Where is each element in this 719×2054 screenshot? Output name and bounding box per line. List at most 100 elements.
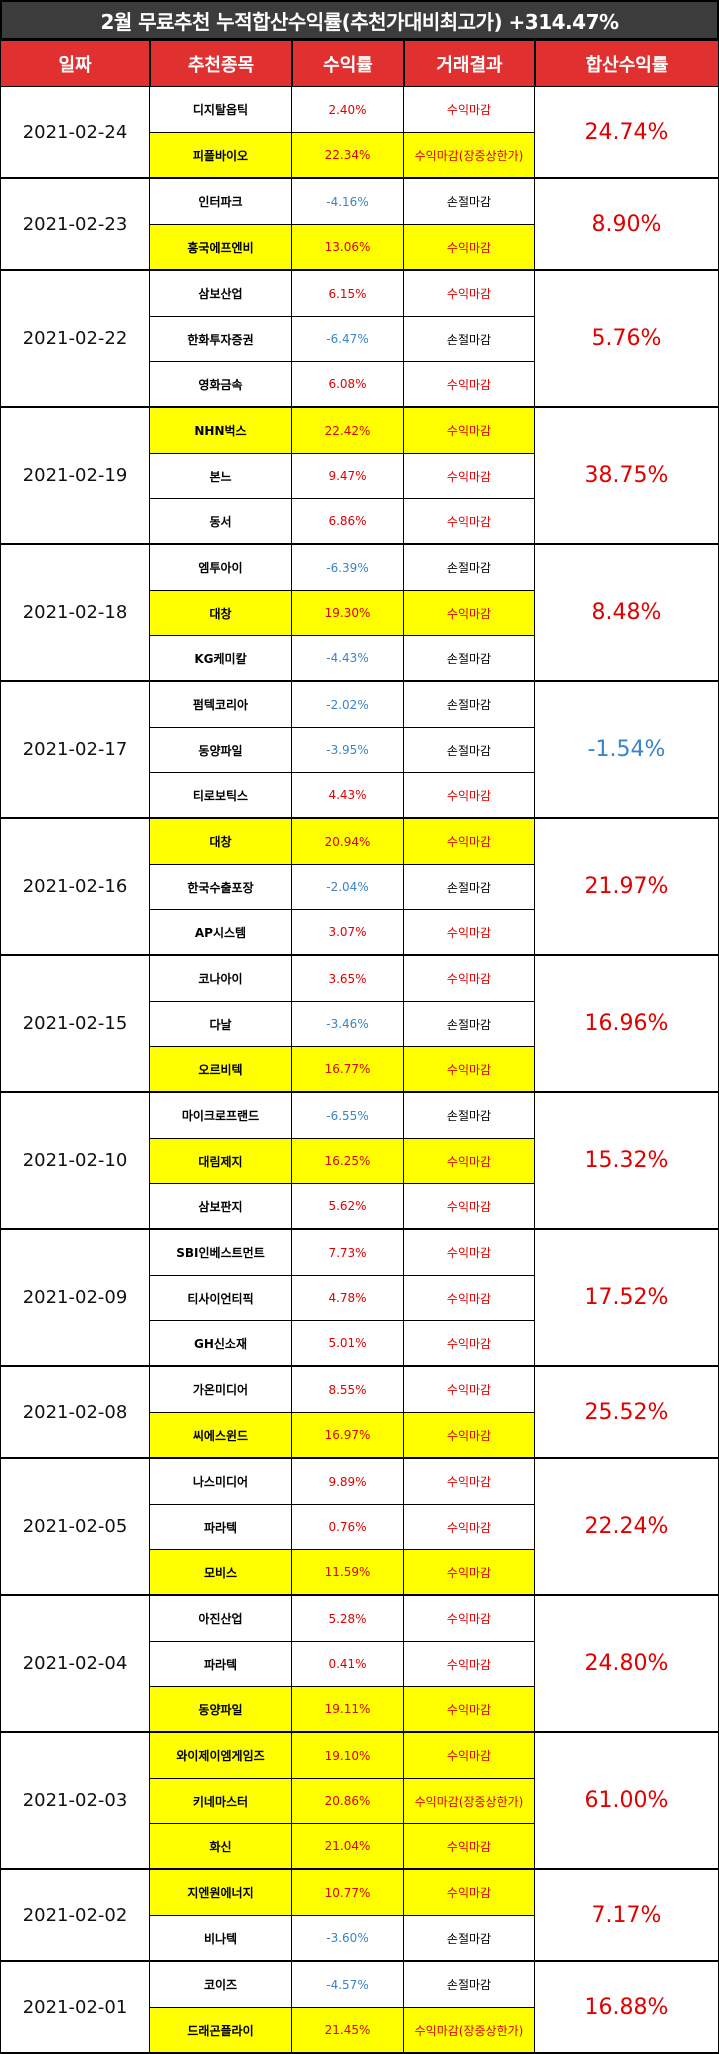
trade-result: 수익마감 — [404, 1870, 535, 1915]
table-body: 2021-02-24 디지탈옵틱 2.40% 수익마감 피플바이오 22.34% 수익마감(… — [0, 87, 719, 2054]
table-row: GH신소재 5.01% 수익마감 — [150, 1320, 535, 1365]
table-row: 동서 6.86% 수익마감 — [150, 498, 535, 543]
return-value: 8.55% — [292, 1367, 404, 1412]
group-date: 2021-02-24 — [0, 87, 150, 177]
stock-name: 와이제이엠게임즈 — [150, 1733, 292, 1778]
return-value: 20.94% — [292, 819, 404, 864]
table-row: 지엔원에너지 10.77% 수익마감 — [150, 1870, 535, 1915]
stock-name: 대림제지 — [150, 1139, 292, 1183]
return-value: 10.77% — [292, 1870, 404, 1915]
return-value: 20.86% — [292, 1779, 404, 1823]
trade-result: 수익마감 — [404, 271, 535, 316]
table-row: 다날 -3.46% 손절마감 — [150, 1001, 535, 1046]
return-value: 4.43% — [292, 773, 404, 817]
group-total-return: 25.52% — [535, 1367, 719, 1457]
trade-result: 수익마감 — [404, 1230, 535, 1275]
stock-name: 파라텍 — [150, 1642, 292, 1686]
trade-result: 수익마감 — [404, 1321, 535, 1365]
return-value: -3.60% — [292, 1916, 404, 1960]
table-row: 영화금속 6.08% 수익마감 — [150, 361, 535, 406]
stock-name: 비나텍 — [150, 1916, 292, 1960]
table-row: 삼보판지 5.62% 수익마감 — [150, 1183, 535, 1228]
group-rows: 삼보산업 6.15% 수익마감 한화투자증권 -6.47% 손절마감 영화금속 6.08% 수익… — [150, 271, 535, 406]
table-row: AP시스템 3.07% 수익마감 — [150, 909, 535, 954]
return-value: 3.07% — [292, 910, 404, 954]
trade-result: 수익마감 — [404, 1184, 535, 1228]
group-date: 2021-02-10 — [0, 1093, 150, 1228]
stock-name: 삼보판지 — [150, 1184, 292, 1228]
trade-result: 수익마감 — [404, 910, 535, 954]
group-date: 2021-02-01 — [0, 1962, 150, 2052]
group-total-return: 24.74% — [535, 87, 719, 177]
group-rows: 와이제이엠게임즈 19.10% 수익마감 키네마스터 20.86% 수익마감(장중상한가)… — [150, 1733, 535, 1868]
stock-name: 동서 — [150, 499, 292, 543]
trade-result: 손절마감 — [404, 545, 535, 590]
table-title: 2월 무료추천 누적합산수익률(추천가대비최고가) +314.47% — [0, 0, 719, 40]
stock-name: 대창 — [150, 591, 292, 635]
return-value: 2.40% — [292, 87, 404, 132]
return-value: 22.34% — [292, 133, 404, 177]
date-group: 2021-02-08 가온미디어 8.55% 수익마감 씨에스윈드 16.97% 수익마감 2… — [0, 1367, 719, 1459]
date-group: 2021-02-24 디지탈옵틱 2.40% 수익마감 피플바이오 22.34% 수익마감(… — [0, 87, 719, 179]
date-group: 2021-02-18 엠투아이 -6.39% 손절마감 대창 19.30% 수익마감 KG케미… — [0, 545, 719, 682]
trade-result: 수익마감 — [404, 819, 535, 864]
table-row: 디지탈옵틱 2.40% 수익마감 — [150, 87, 535, 132]
date-group: 2021-02-10 마이크로프랜드 -6.55% 손절마감 대림제지 16.25% 수익마… — [0, 1093, 719, 1230]
stock-name: 펌텍코리아 — [150, 682, 292, 727]
group-total-return: 16.88% — [535, 1962, 719, 2052]
return-value: 19.30% — [292, 591, 404, 635]
header-stock: 추천종목 — [150, 40, 292, 87]
date-group: 2021-02-15 코나아이 3.65% 수익마감 다날 -3.46% 손절마감 오르비텍 1… — [0, 956, 719, 1093]
stock-name: 한국수출포장 — [150, 865, 292, 909]
date-group: 2021-02-16 대창 20.94% 수익마감 한국수출포장 -2.04% 손절마감 AP… — [0, 819, 719, 956]
trade-result: 수익마감(장중상한가) — [404, 2008, 535, 2052]
trade-result: 수익마감 — [404, 87, 535, 132]
group-date: 2021-02-23 — [0, 179, 150, 269]
table-row: 키네마스터 20.86% 수익마감(장중상한가) — [150, 1778, 535, 1823]
table-row: 엠투아이 -6.39% 손절마감 — [150, 545, 535, 590]
header-row: 일짜 추천종목 수익률 거래결과 합산수익률 — [0, 40, 719, 87]
trade-result: 수익마감 — [404, 1047, 535, 1091]
return-value: -3.95% — [292, 728, 404, 772]
return-value: 19.10% — [292, 1733, 404, 1778]
table-row: 대창 19.30% 수익마감 — [150, 590, 535, 635]
stock-name: KG케미칼 — [150, 636, 292, 680]
trade-result: 수익마감 — [404, 1596, 535, 1641]
trade-result: 수익마감 — [404, 1413, 535, 1457]
return-value: 21.45% — [292, 2008, 404, 2052]
table-row: 피플바이오 22.34% 수익마감(장중상한가) — [150, 132, 535, 177]
table-row: 나스미디어 9.89% 수익마감 — [150, 1459, 535, 1504]
table-row: 흥국에프엔비 13.06% 수익마감 — [150, 224, 535, 269]
group-rows: 대창 20.94% 수익마감 한국수출포장 -2.04% 손절마감 AP시스템 3.07% 수익… — [150, 819, 535, 954]
group-total-return: 17.52% — [535, 1230, 719, 1365]
group-date: 2021-02-19 — [0, 408, 150, 543]
return-value: -6.55% — [292, 1093, 404, 1138]
stock-name: 디지탈옵틱 — [150, 87, 292, 132]
stock-name: 피플바이오 — [150, 133, 292, 177]
stock-name: 대창 — [150, 819, 292, 864]
return-value: -4.57% — [292, 1962, 404, 2007]
group-total-return: 8.48% — [535, 545, 719, 680]
trade-result: 수익마감(장중상한가) — [404, 1779, 535, 1823]
group-total-return: 5.76% — [535, 271, 719, 406]
trade-result: 손절마감 — [404, 728, 535, 772]
return-value: 9.47% — [292, 454, 404, 498]
group-date: 2021-02-04 — [0, 1596, 150, 1731]
return-value: 4.78% — [292, 1276, 404, 1320]
group-total-return: 61.00% — [535, 1733, 719, 1868]
trade-result: 손절마감 — [404, 1962, 535, 2007]
group-total-return: 38.75% — [535, 408, 719, 543]
trade-result: 손절마감 — [404, 682, 535, 727]
trade-result: 손절마감 — [404, 1093, 535, 1138]
stock-name: 마이크로프랜드 — [150, 1093, 292, 1138]
date-group: 2021-02-19 NHN벅스 22.42% 수익마감 본느 9.47% 수익마감 동서 6.… — [0, 408, 719, 545]
stock-name: 화신 — [150, 1824, 292, 1868]
table-row: 모비스 11.59% 수익마감 — [150, 1549, 535, 1594]
stock-name: 삼보산업 — [150, 271, 292, 316]
group-date: 2021-02-02 — [0, 1870, 150, 1960]
return-value: 9.89% — [292, 1459, 404, 1504]
stock-name: 동양파일 — [150, 728, 292, 772]
stock-name: 모비스 — [150, 1550, 292, 1594]
table-row: SBI인베스트먼트 7.73% 수익마감 — [150, 1230, 535, 1275]
return-value: 0.41% — [292, 1642, 404, 1686]
